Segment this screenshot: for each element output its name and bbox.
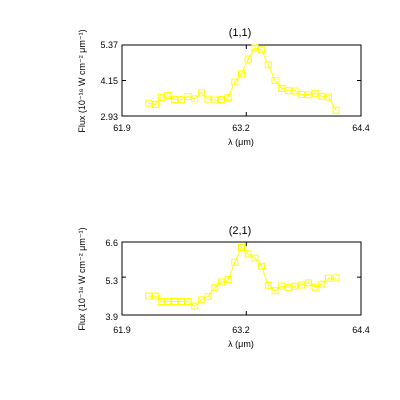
data-point-marker	[171, 298, 179, 305]
y-tick-label: 5.37	[100, 40, 118, 50]
data-point-marker	[304, 279, 312, 287]
data-point-marker	[311, 283, 319, 291]
panel-title: (2,1)	[229, 225, 252, 237]
data-point-marker	[298, 91, 306, 98]
data-point-marker	[238, 70, 245, 78]
data-point-marker	[325, 93, 332, 101]
x-tick-label: 61.9	[113, 123, 131, 133]
y-tick-label: 2.93	[100, 112, 118, 122]
data-point-marker	[152, 100, 159, 108]
x-axis-ticks	[121, 242, 362, 315]
data-point-marker	[217, 95, 225, 103]
panel-title: (1,1)	[229, 27, 252, 39]
data-point-marker	[164, 298, 172, 305]
data-point-marker	[271, 287, 279, 295]
data-point-marker	[197, 89, 205, 97]
y-tick-label: 5.3	[105, 276, 118, 286]
y-tick-label: 3.9	[105, 312, 118, 322]
data-point-marker	[264, 61, 272, 69]
data-point-marker	[211, 96, 219, 104]
data-point-marker	[304, 91, 312, 99]
data-point-marker	[184, 298, 192, 305]
x-axis-label: λ (μm)	[228, 339, 254, 349]
x-tick-label: 63.2	[232, 123, 250, 133]
data-point-marker	[157, 93, 165, 101]
data-point-marker	[244, 55, 252, 63]
data-point-marker	[197, 296, 205, 304]
data-point-marker	[298, 281, 306, 289]
x-tick-label: 63.2	[232, 325, 250, 335]
y-axis-label: Flux (10⁻¹⁸ W cm⁻² μm⁻¹)	[77, 29, 87, 132]
data-point-marker	[264, 281, 272, 289]
data-point-marker	[191, 302, 199, 310]
data-point-marker	[171, 95, 179, 103]
data-point-marker	[164, 92, 172, 100]
data-point-marker	[251, 44, 259, 52]
y-axis-label: Flux (10⁻¹⁸ W cm⁻² μm⁻¹)	[77, 227, 87, 330]
data-point-marker	[157, 298, 165, 305]
data-point-marker	[332, 106, 340, 114]
y-axis-ticks	[122, 241, 361, 316]
data-point-marker	[191, 95, 199, 103]
data-point-marker	[177, 96, 185, 104]
data-point-marker	[231, 78, 239, 86]
data-point-marker	[318, 280, 326, 288]
data-point-marker	[318, 92, 326, 100]
data-point-marker	[291, 282, 299, 290]
data-point-marker	[204, 293, 212, 301]
data-point-marker	[184, 93, 192, 100]
plot-frame	[121, 44, 362, 117]
x-tick-label: 64.4	[352, 325, 370, 335]
data-point-marker	[258, 46, 266, 54]
plot-frame	[121, 241, 362, 316]
series-line	[148, 246, 337, 307]
data-point-marker	[238, 243, 245, 251]
data-point-marker	[258, 262, 266, 270]
data-point-marker	[278, 84, 286, 92]
y-tick-label: 6.6	[105, 238, 118, 248]
data-point-marker	[271, 77, 279, 84]
y-tick-label: 4.15	[100, 76, 118, 86]
data-point-marker	[332, 274, 340, 282]
y-axis-ticks	[122, 44, 361, 117]
data-point-marker	[311, 89, 319, 97]
data-point-marker	[291, 87, 299, 95]
series-markers	[145, 44, 340, 114]
x-tick-label: 64.4	[352, 123, 370, 133]
data-point-marker	[325, 274, 332, 282]
spectrum-panel-1: (1,1) 61.9 63.2 64.4 2.93 4.15 5.37 λ (μ…	[77, 27, 370, 147]
data-point-marker	[217, 278, 225, 286]
data-point-marker	[145, 292, 153, 300]
data-point-marker	[224, 94, 232, 102]
spectrum-panel-2: (2,1) 61.9 63.2 64.4 3.9 5.3 6.6 λ (μm) …	[77, 225, 370, 349]
data-point-marker	[152, 292, 159, 300]
x-axis-label: λ (μm)	[228, 137, 254, 147]
data-point-marker	[244, 250, 252, 258]
data-point-marker	[204, 95, 212, 103]
data-point-marker	[211, 284, 219, 292]
data-point-marker	[251, 254, 259, 262]
data-point-marker	[177, 298, 185, 305]
x-tick-label: 61.9	[113, 325, 131, 335]
data-point-marker	[224, 276, 232, 284]
data-point-marker	[284, 283, 292, 291]
series-line	[148, 47, 337, 111]
series-markers	[145, 243, 340, 310]
data-point-marker	[231, 258, 239, 266]
data-point-marker	[284, 87, 292, 95]
x-axis-ticks	[121, 45, 362, 116]
data-point-marker	[278, 282, 286, 290]
data-point-marker	[145, 99, 153, 107]
